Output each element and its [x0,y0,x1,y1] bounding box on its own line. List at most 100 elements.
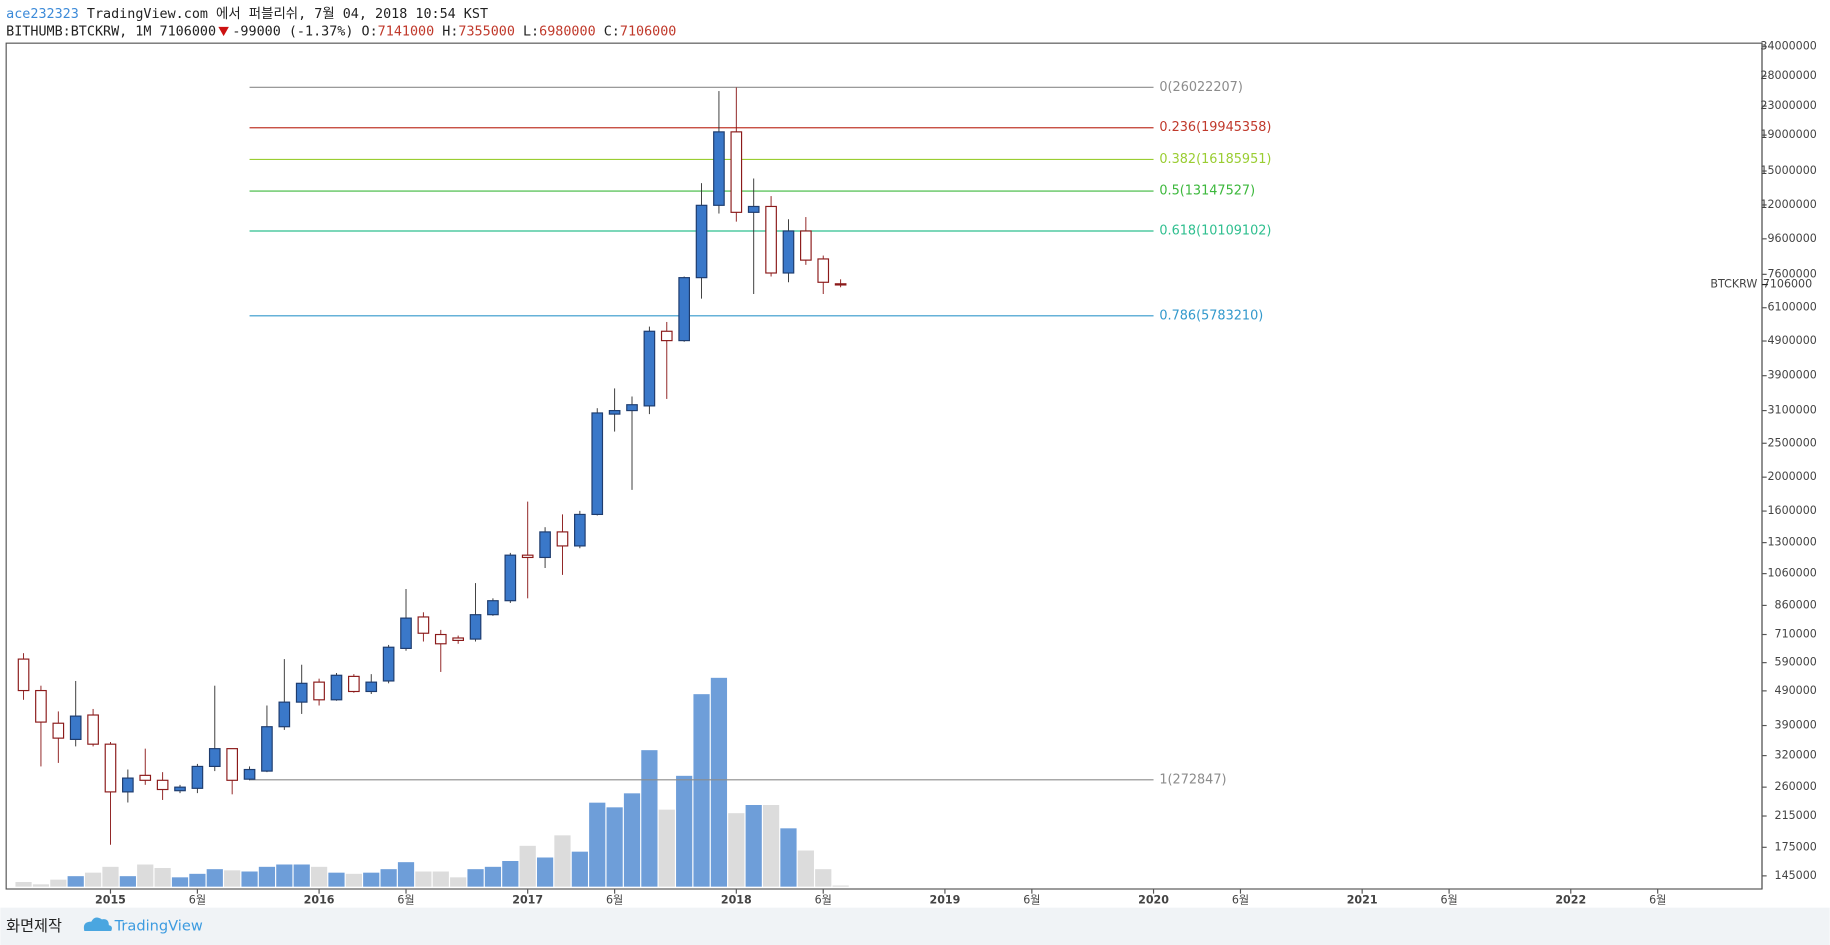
volume-bar [310,866,328,887]
y-tick-label: 6100000 [1767,301,1816,314]
y-tick-label: 28000000 [1760,69,1816,82]
candle-body [382,646,395,682]
volume-bar [780,828,797,887]
candle-body [330,674,343,701]
volume-bar [84,872,102,887]
y-tick-label: 260000 [1775,780,1817,793]
candle-body [469,614,482,640]
y-tick-label: 7600000 [1767,267,1816,280]
candle-body [608,409,621,415]
volume-bar [815,869,832,887]
y-tick-label: 4900000 [1767,334,1816,347]
candle-body [139,774,152,781]
volume-bar [693,694,710,887]
published: TradingView.com 에서 퍼블리쉬, 7월 04, 2018 10:… [87,6,488,22]
volume-bar [345,873,362,887]
candle-body [556,531,569,547]
volume-bar [536,857,554,887]
h-value: 7355000 [458,24,515,39]
fib-label: 0.382(16185951) [1159,152,1271,167]
y-tick-label: 34000000 [1760,40,1816,53]
volume-bar [589,802,606,887]
tradingview-logo[interactable]: TradingView [83,917,203,934]
footer-bar [0,907,1830,945]
candle-body [69,715,82,740]
candle-body [660,330,673,342]
volume-bar [241,871,258,887]
x-tick-label: 6월 [397,894,414,907]
volume-bar [641,750,658,887]
y-tick-label: 710000 [1775,628,1817,641]
volume-bar [484,866,502,887]
x-tick-label: 2018 [721,894,752,907]
fib-label: 0.5(13147527) [1159,184,1255,199]
x-tick-label: 2019 [930,894,961,907]
volume-bar [762,805,780,887]
volume-bar [432,871,449,887]
fib-label: 0.618(10109102) [1159,223,1271,238]
candle-body [591,412,604,516]
x-tick-label: 2015 [95,894,126,907]
y-tick-label: 1060000 [1767,567,1816,580]
volume-bar [224,870,241,887]
y-tick-label: 2500000 [1767,436,1816,449]
candle-body [834,283,847,286]
candle-body [313,681,325,701]
candle-body [122,777,134,793]
candle-body [800,230,812,261]
volume-bar [206,869,223,887]
candle-body [539,531,551,559]
volume-bar [137,864,154,887]
x-tick-label: 2022 [1555,894,1586,907]
symbol-price-label: BTCKRW [1710,278,1757,291]
x-tick-label: 6월 [606,894,623,907]
y-tick-label: 9600000 [1767,232,1816,245]
y-tick-label: 19000000 [1760,128,1816,141]
candle-body [434,633,447,645]
candle-body [17,658,30,692]
volume-bar [276,864,293,887]
volume-bar [119,876,136,887]
volume-bar [554,835,571,887]
candle-body [365,681,378,693]
c-value: 7106000 [620,24,677,39]
volume-bar [676,775,693,887]
volume-bar [380,869,397,887]
x-tick-label: 6월 [189,894,206,907]
candle-body [278,701,291,728]
y-tick-label: 1600000 [1767,504,1816,517]
symbol: BITHUMB:BTCKRW, 1M [6,24,151,39]
fib-label: 0.786(5783210) [1159,308,1263,323]
x-tick-label: 6월 [815,894,832,907]
y-tick-label: 590000 [1775,656,1817,669]
volume-bar [189,873,206,887]
candle-body [504,554,517,602]
candle-body [35,689,47,723]
y-tick-label: 3100000 [1767,404,1816,417]
candle-body [487,600,499,616]
header-line-1: ace232323 TradingView.com 에서 퍼블리쉬, 7월 04… [6,6,488,22]
candle-body [574,513,586,547]
volume-bar [397,862,415,887]
candle-body [87,714,99,745]
volume-bar [519,845,536,887]
o-label: O: [362,24,378,39]
o-value: 7141000 [378,24,434,39]
candle-body [208,748,221,768]
y-tick-label: 2000000 [1767,470,1816,483]
y-tick-label: 215000 [1775,809,1817,822]
candle-body [817,258,830,283]
volume-bar [154,868,171,887]
volume-bar [415,871,432,887]
volume-bar [15,882,32,887]
x-tick-label: 2020 [1138,894,1169,907]
fib-label: 0(26022207) [1159,80,1242,95]
user-link[interactable]: ace232323 [6,7,79,22]
c-label: C: [604,24,620,39]
candle-body [521,554,534,559]
x-tick-label: 2016 [304,894,335,907]
candle-body [643,330,656,407]
y-tick-label: 490000 [1775,684,1817,697]
